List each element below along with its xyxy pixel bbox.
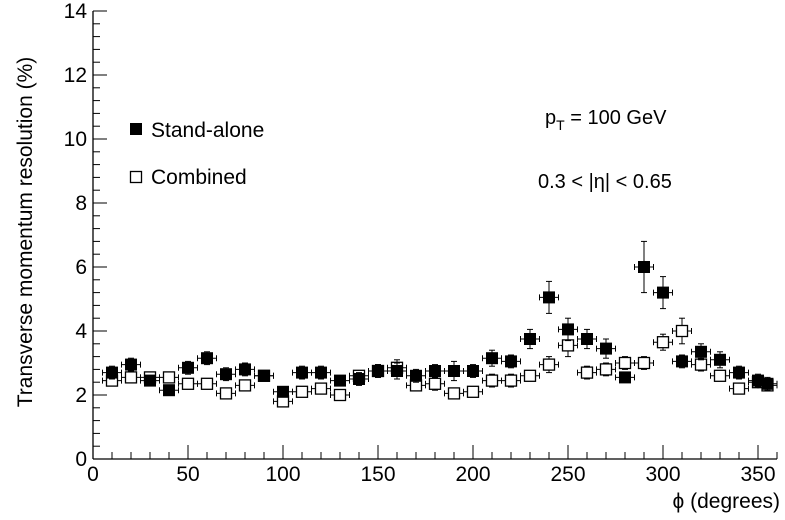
data-point-stand-alone xyxy=(182,361,194,374)
data-point-stand-alone xyxy=(372,365,384,377)
x-tick-label: 100 xyxy=(265,463,300,486)
data-point-combined xyxy=(599,363,613,376)
x-tick-label: 50 xyxy=(176,463,199,486)
data-point-combined xyxy=(314,382,328,395)
y-axis-label: Transverse momentum resolution (%) xyxy=(14,57,37,408)
x-tick-label: 250 xyxy=(550,463,585,486)
chart-axes xyxy=(92,10,778,460)
data-point-combined xyxy=(523,369,537,382)
x-tick-label: 150 xyxy=(360,463,395,486)
data-point-stand-alone xyxy=(486,352,498,365)
data-point-combined xyxy=(561,339,575,352)
annotation-eta: 0.3 < |η| < 0.65 xyxy=(538,171,672,193)
data-point-combined xyxy=(542,358,556,371)
x-tick-label: 0 xyxy=(87,463,99,486)
data-point-stand-alone xyxy=(391,365,403,377)
data-point-stand-alone xyxy=(277,385,289,398)
data-point-stand-alone xyxy=(144,374,156,387)
data-point-combined xyxy=(618,356,632,370)
data-point-combined xyxy=(713,369,727,382)
x-tick-label: 200 xyxy=(455,463,490,486)
data-point-stand-alone xyxy=(334,374,346,387)
data-point-stand-alone xyxy=(524,333,536,345)
data-point-stand-alone xyxy=(429,365,441,377)
data-point-combined xyxy=(504,374,518,387)
chart-marks xyxy=(102,240,778,408)
legend-marker-combined xyxy=(129,170,143,184)
data-point-stand-alone xyxy=(410,369,422,382)
data-point-stand-alone xyxy=(467,365,479,377)
data-point-stand-alone xyxy=(581,333,593,345)
data-point-stand-alone xyxy=(163,384,175,397)
data-point-stand-alone xyxy=(695,345,707,358)
data-point-combined xyxy=(200,377,214,390)
data-point-stand-alone xyxy=(239,363,251,376)
data-point-combined xyxy=(238,379,252,392)
data-point-stand-alone xyxy=(600,342,612,355)
legend-label-combined: Combined xyxy=(151,166,247,189)
data-point-combined xyxy=(219,387,233,400)
data-point-stand-alone xyxy=(125,358,137,371)
data-point-combined xyxy=(637,356,651,370)
data-point-stand-alone xyxy=(714,353,726,366)
data-point-combined xyxy=(675,324,689,338)
data-point-stand-alone xyxy=(353,373,365,385)
y-tick-label: 14 xyxy=(64,0,88,23)
data-point-stand-alone xyxy=(657,286,669,299)
data-point-combined xyxy=(428,377,442,390)
data-point-stand-alone xyxy=(220,368,232,381)
data-point-combined xyxy=(485,374,499,387)
y-tick-label: 2 xyxy=(75,384,87,407)
data-point-stand-alone xyxy=(201,352,213,365)
y-tick-label: 8 xyxy=(75,192,87,215)
data-point-stand-alone xyxy=(543,291,555,304)
y-tick-label: 10 xyxy=(64,128,87,151)
data-point-stand-alone xyxy=(676,355,688,368)
data-point-stand-alone xyxy=(638,261,650,273)
data-point-combined xyxy=(181,377,195,390)
y-tick-label: 12 xyxy=(64,64,87,87)
legend: Stand-alone Combined xyxy=(129,119,264,189)
data-point-combined xyxy=(580,366,594,379)
data-point-stand-alone xyxy=(296,366,308,379)
data-point-combined xyxy=(694,358,708,371)
series-stand-alone xyxy=(102,240,778,398)
data-point-stand-alone xyxy=(733,366,745,379)
data-point-combined xyxy=(124,371,138,384)
data-point-stand-alone xyxy=(106,366,118,379)
y-tick-label: 6 xyxy=(75,256,87,279)
data-point-combined xyxy=(732,382,746,395)
y-tick-label: 0 xyxy=(75,448,87,471)
legend-marker-stand-alone xyxy=(130,123,142,135)
x-tick-label: 300 xyxy=(645,463,680,486)
data-point-combined xyxy=(162,371,176,384)
data-point-stand-alone xyxy=(619,371,631,384)
data-point-combined xyxy=(447,387,461,400)
annotation-pt: pT = 100 GeV xyxy=(545,107,667,133)
data-point-stand-alone xyxy=(562,323,574,336)
x-axis-label: ϕ (degrees) xyxy=(673,490,780,513)
data-point-combined xyxy=(466,385,480,398)
data-point-combined xyxy=(656,336,670,349)
data-point-combined xyxy=(333,388,347,402)
data-point-stand-alone xyxy=(315,366,327,379)
data-point-combined xyxy=(295,385,309,398)
y-tick-label: 4 xyxy=(75,320,87,343)
tick-labels: 0 50 100 150 200 250 300 350 0 2 4 6 8 10 12 14 xyxy=(64,0,776,486)
data-point-stand-alone xyxy=(505,355,517,368)
x-tick-label: 350 xyxy=(740,463,775,486)
data-point-stand-alone xyxy=(448,365,460,377)
data-point-stand-alone xyxy=(258,369,270,382)
data-point-stand-alone xyxy=(761,377,774,390)
legend-label-stand-alone: Stand-alone xyxy=(151,119,264,142)
